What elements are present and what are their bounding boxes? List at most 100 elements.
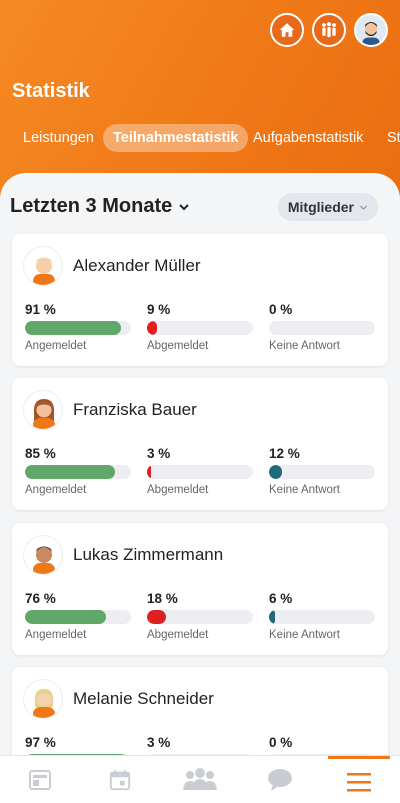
progress-fill	[269, 610, 276, 624]
calendar-icon	[109, 769, 131, 791]
member-avatar	[23, 679, 63, 719]
stat-deregistered: 9 % Abgemeldet	[147, 302, 253, 352]
member-avatar	[23, 535, 63, 575]
member-card[interactable]: Melanie Schneider 97 % Angemeldet 3 % Ab…	[12, 667, 388, 755]
member-name: Lukas Zimmermann	[73, 545, 224, 564]
progress-bar	[147, 321, 253, 335]
progress-bar	[147, 754, 253, 755]
stat-percent: 12 %	[269, 446, 300, 461]
progress-bar	[147, 610, 253, 624]
tab-leistungen[interactable]: Leistungen	[23, 130, 94, 146]
tab-teilnahmestatistik[interactable]: Teilnahmestatistik	[103, 124, 249, 152]
progress-bar	[269, 321, 375, 335]
progress-fill	[147, 465, 151, 479]
chat-icon	[268, 769, 292, 791]
stat-percent: 76 %	[25, 591, 56, 606]
member-card[interactable]: Lukas Zimmermann 76 % Angemeldet 18 % Ab…	[12, 523, 388, 655]
progress-bar	[269, 754, 375, 755]
member-avatar-icon	[33, 257, 55, 285]
home-button[interactable]	[270, 13, 304, 47]
progress-fill	[25, 321, 122, 335]
stat-registered: 76 % Angemeldet	[25, 591, 131, 641]
tab-more[interactable]: St	[387, 130, 400, 146]
stat-deregistered: 3 % Abgemeldet	[147, 446, 253, 496]
stat-label: Keine Antwort	[269, 484, 340, 496]
nav-calendar[interactable]	[80, 756, 160, 803]
stat-no-answer: 12 % Keine Antwort	[269, 446, 375, 496]
nav-news[interactable]	[0, 756, 80, 803]
stat-label: Keine Antwort	[269, 629, 340, 641]
member-avatar	[23, 390, 63, 430]
progress-bar	[25, 754, 131, 755]
progress-fill	[147, 321, 157, 335]
stat-registered: 91 % Angemeldet	[25, 302, 131, 352]
stat-percent: 0 %	[269, 302, 293, 317]
progress-bar	[269, 610, 375, 624]
stat-deregistered: 3 % Abgemeldet	[147, 735, 253, 755]
stat-label: Abgemeldet	[147, 629, 209, 641]
member-name: Alexander Müller	[73, 256, 201, 275]
progress-bar	[25, 321, 131, 335]
stat-percent: 0 %	[269, 735, 293, 750]
stat-label: Angemeldet	[25, 484, 87, 496]
stat-percent: 97 %	[25, 735, 56, 750]
tab-bar: Leistungen Teilnahmestatistik Aufgabenst…	[0, 124, 400, 152]
progress-bar	[269, 465, 375, 479]
group-icon	[322, 22, 336, 38]
progress-fill	[25, 610, 106, 624]
progress-fill	[25, 465, 116, 479]
page-title: Statistik	[12, 80, 90, 102]
stat-percent: 3 %	[147, 446, 171, 461]
menu-icon	[347, 772, 371, 791]
stat-label: Abgemeldet	[147, 484, 209, 496]
profile-avatar-icon	[356, 15, 386, 45]
nav-menu[interactable]	[328, 756, 390, 803]
stat-percent: 85 %	[25, 446, 56, 461]
period-dropdown[interactable]: Letzten 3 Monate	[10, 195, 190, 218]
group-button[interactable]	[312, 13, 346, 47]
home-icon	[279, 23, 295, 37]
stat-percent: 3 %	[147, 735, 171, 750]
stat-no-answer: 6 % Keine Antwort	[269, 591, 375, 641]
progress-fill	[25, 754, 128, 755]
nav-team[interactable]	[160, 756, 240, 803]
progress-fill	[269, 465, 282, 479]
member-name: Franziska Bauer	[73, 400, 197, 419]
member-card[interactable]: Alexander Müller 91 % Angemeldet 9 % Abg…	[12, 234, 388, 366]
nav-chat[interactable]	[240, 756, 320, 803]
stat-no-answer: 0 % Keine Antwort	[269, 735, 375, 755]
stat-label: Angemeldet	[25, 629, 87, 641]
stat-registered: 97 % Angemeldet	[25, 735, 131, 755]
filter-row: Letzten 3 Monate Mitglieder	[10, 193, 390, 223]
progress-bar	[25, 465, 131, 479]
stat-percent: 18 %	[147, 591, 178, 606]
member-avatar-icon	[33, 689, 55, 718]
chevron-down-icon	[360, 205, 367, 210]
stat-label: Angemeldet	[25, 340, 87, 352]
stat-label: Keine Antwort	[269, 340, 340, 352]
member-name: Melanie Schneider	[73, 689, 214, 708]
stat-deregistered: 18 % Abgemeldet	[147, 591, 253, 641]
progress-bar	[147, 465, 253, 479]
member-avatar-icon	[33, 546, 55, 574]
news-icon	[29, 770, 51, 790]
stat-label: Abgemeldet	[147, 340, 209, 352]
members-filter-label: Mitglieder	[287, 199, 354, 215]
members-filter-button[interactable]: Mitglieder	[277, 193, 378, 221]
member-avatar	[23, 246, 63, 286]
progress-fill	[147, 610, 167, 624]
progress-bar	[25, 610, 131, 624]
period-label: Letzten 3 Monate	[10, 195, 173, 217]
stat-percent: 9 %	[147, 302, 171, 317]
tab-aufgabenstatistik[interactable]: Aufgabenstatistik	[253, 130, 364, 146]
profile-avatar[interactable]	[354, 13, 388, 47]
top-icons	[270, 13, 388, 47]
member-card[interactable]: Franziska Bauer 85 % Angemeldet 3 % Abge…	[12, 378, 388, 510]
team-icon	[183, 768, 217, 790]
stat-registered: 85 % Angemeldet	[25, 446, 131, 496]
stat-no-answer: 0 % Keine Antwort	[269, 302, 375, 352]
header: Statistik Leistungen Teilnahmestatistik …	[0, 0, 400, 200]
progress-fill	[147, 754, 151, 755]
stat-percent: 91 %	[25, 302, 56, 317]
bottom-nav	[0, 755, 400, 803]
